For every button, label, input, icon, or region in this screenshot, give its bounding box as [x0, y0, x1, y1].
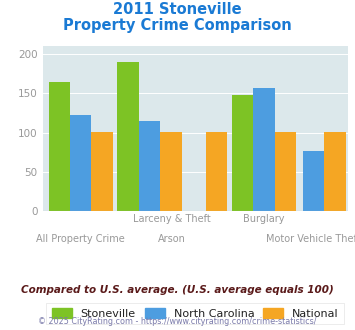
Bar	[70, 115, 92, 211]
Bar	[118, 62, 139, 211]
Text: Property Crime Comparison: Property Crime Comparison	[63, 18, 292, 33]
Bar	[303, 151, 324, 211]
Text: Arson: Arson	[158, 234, 186, 244]
Bar	[49, 82, 70, 211]
Bar	[160, 132, 181, 211]
Text: Compared to U.S. average. (U.S. average equals 100): Compared to U.S. average. (U.S. average …	[21, 285, 334, 295]
Text: All Property Crime: All Property Crime	[36, 234, 125, 244]
Text: Burglary: Burglary	[243, 214, 285, 224]
Text: Larceny & Theft: Larceny & Theft	[133, 214, 211, 224]
Text: © 2025 CityRating.com - https://www.cityrating.com/crime-statistics/: © 2025 CityRating.com - https://www.city…	[38, 317, 317, 326]
Bar	[206, 132, 227, 211]
Bar	[253, 88, 275, 211]
Text: 2011 Stoneville: 2011 Stoneville	[113, 2, 242, 16]
Text: Motor Vehicle Theft: Motor Vehicle Theft	[266, 234, 355, 244]
Bar	[232, 95, 253, 211]
Bar	[139, 121, 160, 211]
Bar	[92, 132, 113, 211]
Bar	[324, 132, 346, 211]
Bar	[275, 132, 296, 211]
Legend: Stoneville, North Carolina, National: Stoneville, North Carolina, National	[46, 303, 344, 324]
